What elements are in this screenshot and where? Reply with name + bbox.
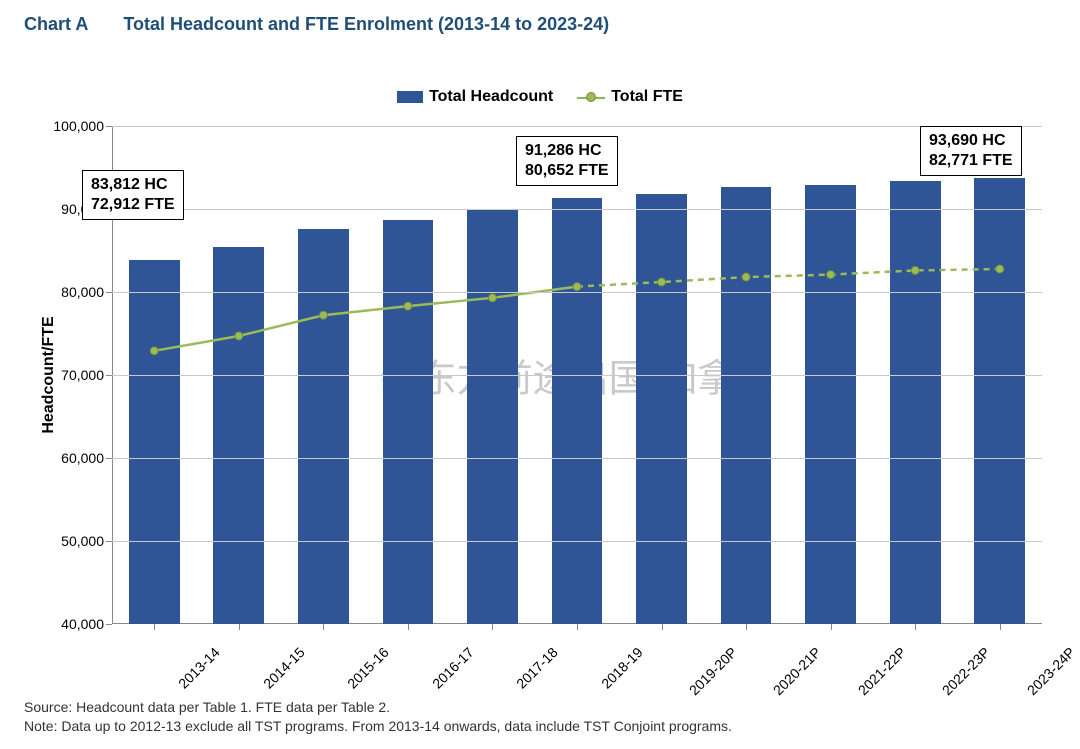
xtick-label: 2023-24P (1024, 644, 1078, 698)
y-axis-label: Headcount/FTE (40, 316, 58, 433)
fte-marker (150, 347, 158, 355)
xtick-mark (577, 624, 578, 630)
xtick-label: 2022-23P (939, 644, 993, 698)
gridline (112, 541, 1042, 542)
fte-marker (404, 302, 412, 310)
ytick-label: 40,000 (61, 616, 104, 632)
xtick-mark (154, 624, 155, 630)
xtick-mark (408, 624, 409, 630)
ytick-label: 80,000 (61, 284, 104, 300)
xtick-label: 2015-16 (344, 644, 392, 692)
xtick-mark (662, 624, 663, 630)
xtick-mark (915, 624, 916, 630)
ytick-mark (106, 292, 112, 293)
legend-swatch-line (577, 91, 605, 103)
ytick-label: 50,000 (61, 533, 104, 549)
xtick-mark (831, 624, 832, 630)
xtick-label: 2017-18 (514, 644, 562, 692)
ytick-mark (106, 126, 112, 127)
gridline (112, 375, 1042, 376)
footnote: Source: Headcount data per Table 1. FTE … (24, 698, 732, 737)
callout-box: 93,690 HC82,771 FTE (920, 126, 1022, 176)
xtick-label: 2018-19 (598, 644, 646, 692)
chart-title-prefix: Chart A (24, 14, 88, 34)
fte-marker (658, 278, 666, 286)
fte-marker (911, 266, 919, 274)
legend: Total Headcount Total FTE (0, 88, 1080, 108)
xtick-label: 2014-15 (260, 644, 308, 692)
footnote-note: Note: Data up to 2012-13 exclude all TST… (24, 717, 732, 737)
fte-marker (996, 265, 1004, 273)
gridline (112, 126, 1042, 127)
chart-title-text: Total Headcount and FTE Enrolment (2013-… (123, 14, 609, 34)
chart-title: Chart A Total Headcount and FTE Enrolmen… (24, 14, 609, 35)
fte-line (154, 287, 577, 351)
gridline (112, 292, 1042, 293)
ytick-mark (106, 375, 112, 376)
legend-item-fte: Total FTE (577, 88, 683, 106)
legend-label-fte: Total FTE (611, 88, 683, 106)
ytick-mark (106, 458, 112, 459)
xtick-mark (492, 624, 493, 630)
xtick-mark (746, 624, 747, 630)
ytick-label: 60,000 (61, 450, 104, 466)
fte-marker (488, 294, 496, 302)
gridline (112, 458, 1042, 459)
ytick-label: 100,000 (53, 118, 104, 134)
plot-area: 新东方前途出国-加拿大 40,00050,00060,00070,00080,0… (112, 126, 1042, 624)
footnote-source: Source: Headcount data per Table 1. FTE … (24, 698, 732, 718)
xtick-label: 2020-21P (770, 644, 824, 698)
legend-swatch-bar (397, 91, 423, 103)
xtick-mark (1000, 624, 1001, 630)
callout-box: 91,286 HC80,652 FTE (516, 136, 618, 186)
chart-container: { "title_prefix": "Chart A", "title_text… (0, 0, 1080, 749)
gridline (112, 209, 1042, 210)
ytick-label: 70,000 (61, 367, 104, 383)
callout-box: 83,812 HC72,912 FTE (82, 170, 184, 220)
fte-marker (235, 332, 243, 340)
fte-marker (742, 273, 750, 281)
fte-marker (573, 283, 581, 291)
xtick-mark (323, 624, 324, 630)
fte-line-projected (577, 269, 1000, 287)
legend-item-headcount: Total Headcount (397, 88, 553, 106)
xtick-label: 2019-20P (685, 644, 739, 698)
legend-label-headcount: Total Headcount (429, 88, 553, 106)
ytick-mark (106, 541, 112, 542)
ytick-mark (106, 624, 112, 625)
fte-marker (319, 311, 327, 319)
xtick-label: 2016-17 (429, 644, 477, 692)
xtick-label: 2013-14 (175, 644, 223, 692)
fte-marker (827, 271, 835, 279)
xtick-label: 2021-22P (854, 644, 908, 698)
xtick-mark (239, 624, 240, 630)
